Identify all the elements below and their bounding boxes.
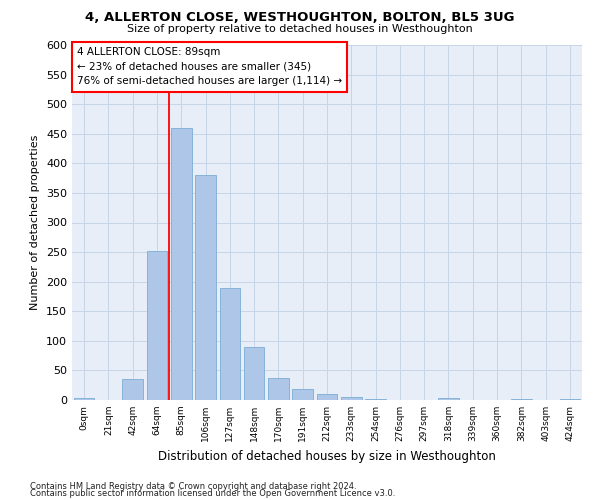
Bar: [195, 175, 216, 400]
Text: Size of property relative to detached houses in Westhoughton: Size of property relative to detached ho…: [127, 24, 473, 34]
Bar: [268, 378, 289, 400]
Bar: [560, 399, 580, 400]
Bar: [171, 128, 191, 400]
X-axis label: Distribution of detached houses by size in Westhoughton: Distribution of detached houses by size …: [158, 450, 496, 462]
Text: Contains HM Land Registry data © Crown copyright and database right 2024.: Contains HM Land Registry data © Crown c…: [30, 482, 356, 491]
Bar: [511, 399, 532, 400]
Bar: [74, 398, 94, 400]
Bar: [122, 380, 143, 400]
Bar: [292, 390, 313, 400]
Text: 4, ALLERTON CLOSE, WESTHOUGHTON, BOLTON, BL5 3UG: 4, ALLERTON CLOSE, WESTHOUGHTON, BOLTON,…: [85, 11, 515, 24]
Text: Contains public sector information licensed under the Open Government Licence v3: Contains public sector information licen…: [30, 490, 395, 498]
Bar: [438, 398, 459, 400]
Y-axis label: Number of detached properties: Number of detached properties: [31, 135, 40, 310]
Bar: [220, 288, 240, 400]
Bar: [317, 394, 337, 400]
Text: 4 ALLERTON CLOSE: 89sqm
← 23% of detached houses are smaller (345)
76% of semi-d: 4 ALLERTON CLOSE: 89sqm ← 23% of detache…: [77, 47, 342, 86]
Bar: [146, 251, 167, 400]
Bar: [244, 347, 265, 400]
Bar: [341, 397, 362, 400]
